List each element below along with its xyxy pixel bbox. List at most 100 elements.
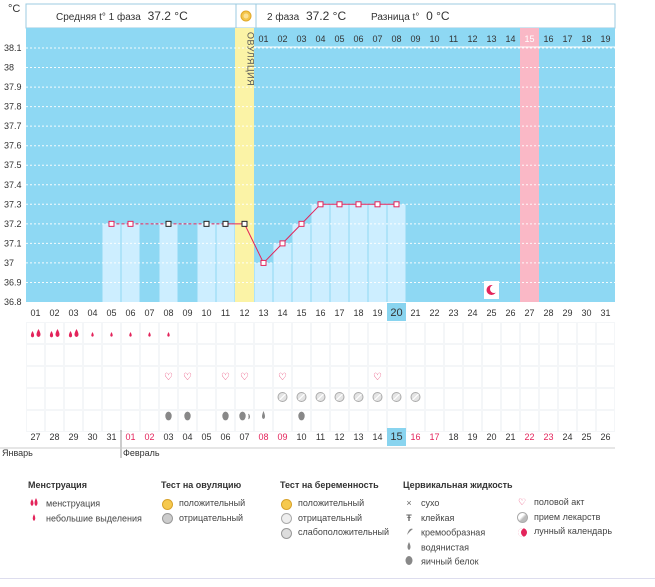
marker-cell (159, 366, 178, 388)
legend-item-lunar: лунный календарь (516, 524, 612, 539)
legend-item-egg-white: яичный белок (403, 554, 513, 569)
marker-cell (406, 366, 425, 388)
marker-cell (577, 366, 596, 388)
marker-cell (235, 366, 254, 388)
marker-cell (330, 388, 349, 410)
pregnancy-weak-positive-icon (280, 525, 292, 540)
legend-menstruation-label: менструация (46, 498, 101, 509)
marker-cell (444, 322, 463, 344)
cycle-day-label: 15 (296, 308, 306, 318)
marker-cell (558, 410, 577, 432)
y-tick-label: 36.8 (4, 297, 22, 307)
marker-cell (482, 410, 501, 432)
y-tick-label: 37.8 (4, 102, 22, 112)
temperature-bar (311, 204, 330, 302)
marker-cell (463, 410, 482, 432)
marker-cell (330, 366, 349, 388)
calendar-date-label: 01 (125, 432, 135, 442)
temperature-point (298, 220, 305, 227)
egg-white-icon (298, 411, 305, 421)
legend-item-ovulation-positive: положительный (161, 496, 245, 511)
marker-cell (235, 344, 254, 366)
pill-line (336, 393, 343, 401)
marker-cell (216, 344, 235, 366)
calendar-date-label: 18 (448, 432, 458, 442)
legend-spotting-label: небольшие выделения (46, 513, 142, 524)
marker-cell (425, 322, 444, 344)
calendar-date-label: 07 (239, 432, 249, 442)
ovulation-positive-icon (161, 496, 173, 511)
legend-pregnancy-test-title: Тест на беременность (280, 480, 379, 490)
phase1-value: 37.2 °С (148, 9, 188, 23)
marker-cell (216, 410, 235, 432)
menstruation-drop-icon (55, 329, 60, 337)
cycle-day-label: 31 (600, 308, 610, 318)
marker-cell (26, 366, 45, 388)
cycle-day-label: 29 (562, 308, 572, 318)
marker-cell (387, 344, 406, 366)
marker-cell (311, 410, 330, 432)
pill-line (412, 393, 419, 401)
marker-cell (121, 366, 140, 388)
marker-cell (178, 344, 197, 366)
calendar-date-label: 14 (372, 432, 382, 442)
marker-cell (520, 410, 539, 432)
y-tick-label: 37.6 (4, 141, 22, 151)
cycle-day-label: 24 (467, 308, 477, 318)
marker-cell (349, 388, 368, 410)
calendar-date-label: 24 (562, 432, 572, 442)
marker-cell (83, 344, 102, 366)
y-axis-unit-label: °C (8, 3, 20, 15)
marker-cell (406, 388, 425, 410)
phase2-day-label: 04 (315, 34, 325, 44)
calendar-date-label: 22 (524, 432, 534, 442)
legend-lunar-label: лунный календарь (534, 526, 613, 536)
legend-ovulation-negative-label: отрицательный (179, 512, 244, 523)
marker-cell (406, 344, 425, 366)
marker-cell (121, 388, 140, 410)
marker-cell (292, 322, 311, 344)
marker-cell (539, 322, 558, 344)
marker-cell (64, 410, 83, 432)
marker-cell (596, 366, 615, 388)
calendar-date-label: 20 (486, 432, 496, 442)
y-tick-label: 37.7 (4, 121, 22, 131)
cycle-day-label: 22 (429, 308, 439, 318)
legend-item-spotting: небольшие выделения (28, 511, 142, 526)
legend-dry-label: сухо (421, 498, 440, 508)
marker-cell (311, 366, 330, 388)
month-label-february: Февраль (123, 448, 160, 458)
menstruation-drop-icon (36, 329, 41, 337)
marker-cell (216, 322, 235, 344)
legend-item-pregnancy-negative: отрицательный (280, 511, 389, 526)
marker-cell (235, 322, 254, 344)
marker-cell (444, 344, 463, 366)
marker-cell (64, 388, 83, 410)
marker-cell (349, 344, 368, 366)
y-tick-label: 37.5 (4, 160, 22, 170)
marker-cell (577, 410, 596, 432)
marker-cell (520, 388, 539, 410)
marker-cell (121, 322, 140, 344)
legend-item-medication: прием лекарств (516, 510, 612, 525)
calendar-date-label: 23 (543, 432, 553, 442)
marker-cell (83, 366, 102, 388)
marker-cell (349, 366, 368, 388)
legend-cervical-title: Цервикальная жидкость (403, 480, 513, 490)
legend-item-ovulation-negative: отрицательный (161, 511, 245, 526)
cycle-day-label: 25 (486, 308, 496, 318)
calendar-date-label: 10 (296, 432, 306, 442)
legend-egg-white-label: яичный белок (421, 556, 479, 567)
marker-cell (330, 322, 349, 344)
temperature-chart: °C Средняя t° 1 фаза 37.2 °С 2 фаза 37.2… (0, 3, 616, 458)
legend-intercourse-label: половой акт (534, 497, 585, 507)
marker-cell (444, 388, 463, 410)
calendar-date-label: 30 (87, 432, 97, 442)
legend-medication-label: прием лекарств (534, 511, 601, 522)
temperature-point (222, 220, 229, 227)
marker-cell (577, 322, 596, 344)
legend-menstruation-title: Менструация (28, 480, 87, 490)
marker-cell (178, 322, 197, 344)
marker-cell (102, 322, 121, 344)
